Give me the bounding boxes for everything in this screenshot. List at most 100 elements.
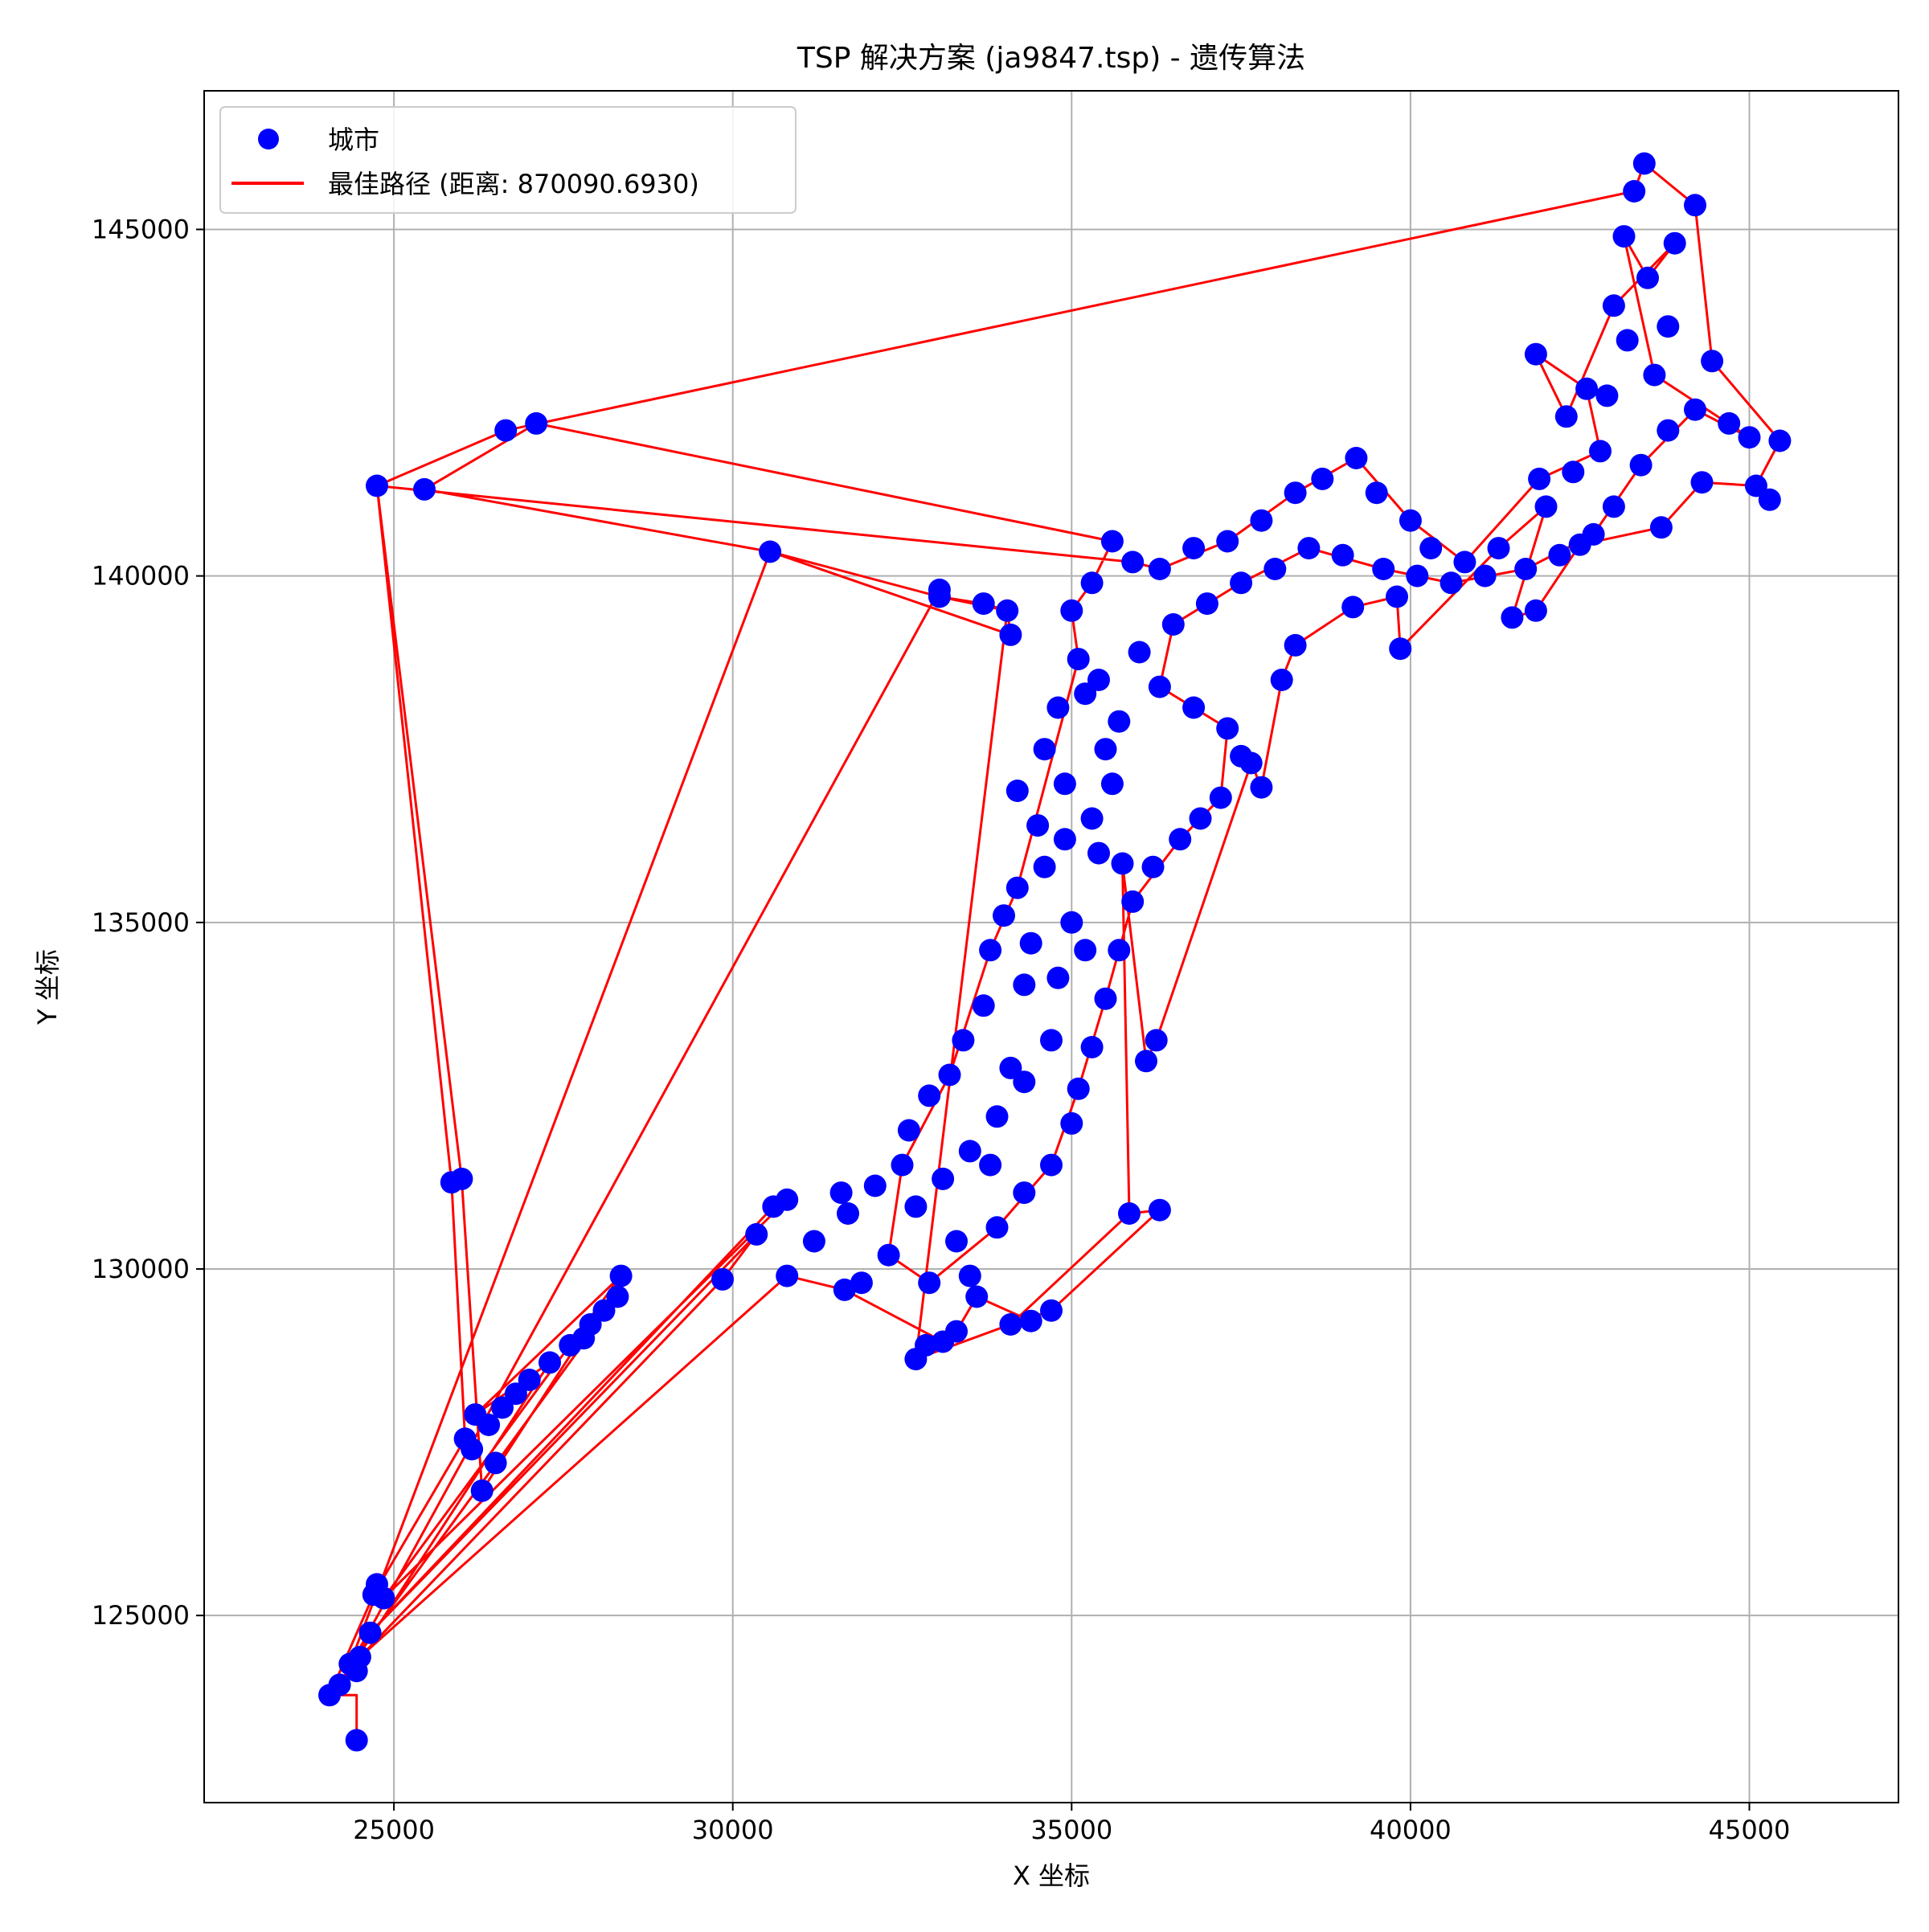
city-point: [1684, 194, 1706, 217]
y-axis-label: Y 坐标: [32, 949, 63, 1025]
city-point: [1341, 596, 1365, 619]
city-point: [850, 1271, 873, 1295]
city-point: [1074, 682, 1097, 706]
city-point: [1169, 828, 1192, 851]
city-point: [1643, 363, 1666, 387]
city-point: [484, 1451, 507, 1475]
city-point: [833, 1278, 856, 1301]
city-point: [1284, 633, 1307, 657]
city-point: [952, 1029, 975, 1052]
city-point: [1331, 543, 1354, 567]
city-point: [1148, 675, 1171, 698]
city-point: [999, 623, 1022, 646]
x-axis-label: X 坐标: [1013, 1860, 1090, 1891]
city-point: [802, 1230, 825, 1253]
city-point: [915, 1333, 937, 1357]
city-point: [1514, 558, 1538, 580]
city-point: [711, 1267, 734, 1291]
city-point: [1135, 1050, 1157, 1073]
y-tick-label: 140000: [92, 561, 190, 591]
city-point: [1094, 987, 1117, 1010]
city-point: [985, 1216, 1009, 1239]
city-point: [1019, 931, 1042, 955]
city-point: [999, 1313, 1022, 1336]
city-point: [1080, 807, 1104, 830]
city-point: [1080, 1036, 1104, 1058]
city-point: [1768, 429, 1792, 452]
city-point: [918, 1084, 941, 1107]
city-point: [450, 1167, 473, 1190]
city-point: [1744, 474, 1767, 497]
y-tick-label: 125000: [92, 1600, 190, 1631]
city-point: [1250, 509, 1273, 532]
legend-route-label: 最佳路径 (距离: 870090.6930): [328, 169, 699, 199]
plot-frame: [203, 90, 1899, 1803]
city-point: [328, 1673, 351, 1697]
city-point: [1108, 939, 1131, 962]
city-point: [1121, 551, 1145, 574]
city-point: [1100, 530, 1124, 553]
city-point: [1623, 180, 1646, 203]
city-point: [1046, 696, 1070, 719]
city-point: [461, 1438, 484, 1461]
city-point: [1013, 1070, 1036, 1094]
city-point: [1524, 342, 1547, 366]
city-point: [904, 1195, 928, 1218]
city-point: [1005, 876, 1029, 899]
city-point: [1284, 481, 1307, 505]
city-point: [477, 1414, 501, 1436]
city-point: [1026, 814, 1050, 837]
city-point: [1649, 516, 1673, 539]
city-point: [1657, 419, 1680, 442]
city-point: [1372, 558, 1395, 580]
city-point: [1632, 152, 1656, 175]
city-point: [1100, 772, 1124, 796]
city-point: [1040, 1153, 1063, 1177]
city-point: [1270, 669, 1293, 691]
chart-title: TSP 解决方案 (ja9847.tsp) - 遗传算法: [797, 42, 1305, 75]
city-point: [776, 1264, 799, 1287]
city-point: [1501, 606, 1524, 629]
city-point: [776, 1188, 799, 1211]
city-point: [1195, 592, 1218, 616]
legend-city-label: 城市: [328, 125, 379, 155]
city-point: [1148, 1198, 1171, 1222]
city-point: [1148, 558, 1171, 580]
city-point: [1386, 585, 1408, 608]
city-point: [1534, 495, 1558, 518]
city-point: [1074, 939, 1097, 962]
city-point: [897, 1119, 920, 1142]
city-point: [1595, 384, 1619, 407]
city-point: [1406, 564, 1429, 587]
city-point: [1690, 471, 1714, 494]
city-point: [1297, 537, 1321, 560]
city-point: [1612, 225, 1636, 248]
city-point: [1636, 266, 1659, 289]
city-point: [1657, 315, 1680, 338]
legend-city-marker: [258, 129, 279, 149]
x-tick-label: 40000: [1370, 1815, 1452, 1845]
city-point: [1141, 855, 1165, 878]
city-point: [979, 1153, 1002, 1177]
city-point: [1060, 599, 1083, 622]
city-point: [470, 1479, 494, 1502]
city-point: [759, 540, 782, 563]
city-point: [1128, 641, 1151, 664]
legend-box: [219, 106, 797, 214]
city-point: [366, 474, 388, 497]
city-point: [1182, 537, 1206, 560]
city-point: [348, 1645, 371, 1668]
city-point: [1111, 852, 1134, 875]
city-point: [1575, 377, 1599, 400]
city-point: [1440, 571, 1463, 595]
city-point: [837, 1202, 859, 1225]
city-point: [932, 1167, 955, 1190]
city-point: [592, 1299, 616, 1322]
city-point: [1701, 350, 1724, 373]
city-point: [1040, 1299, 1063, 1322]
city-point: [1019, 1309, 1042, 1332]
city-point: [1189, 807, 1212, 830]
city-point: [999, 1056, 1022, 1079]
city-point: [1033, 738, 1056, 761]
